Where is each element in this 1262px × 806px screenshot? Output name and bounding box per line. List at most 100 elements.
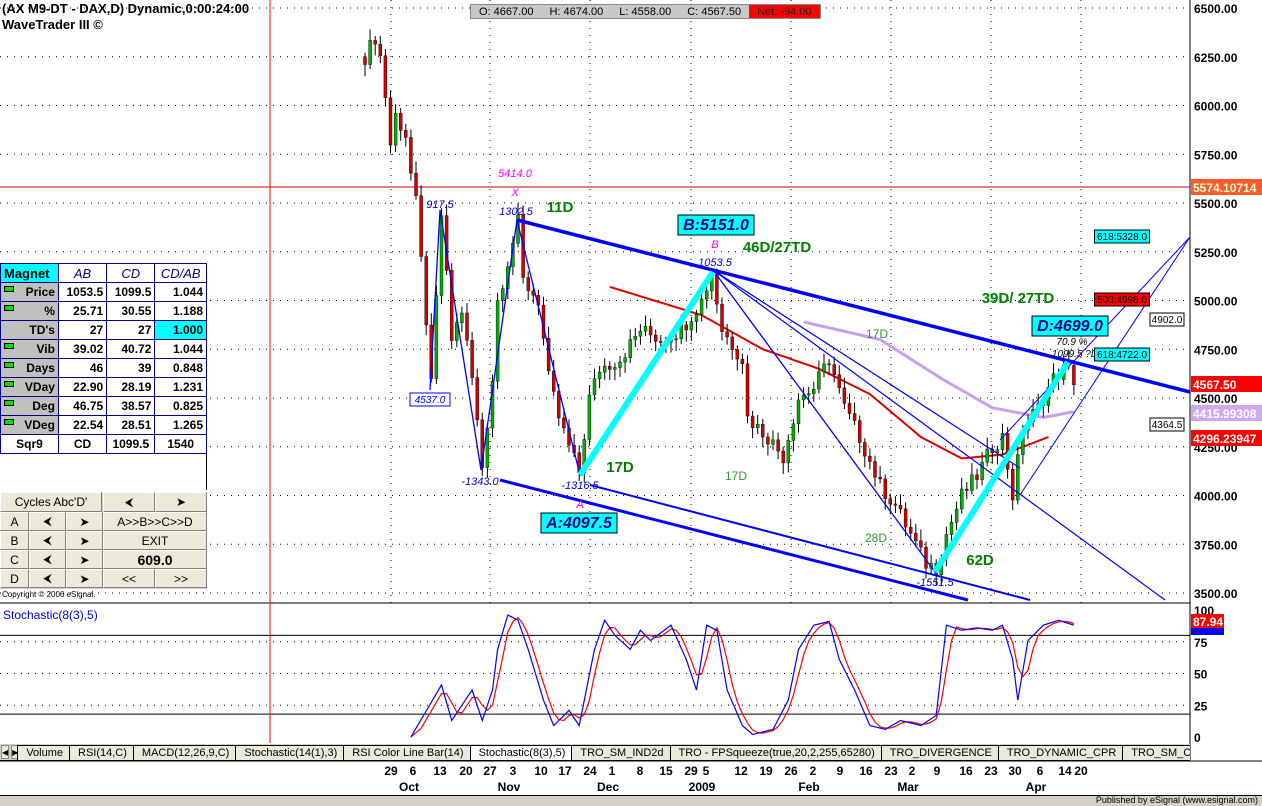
net-change: Net: -94.00 <box>749 5 820 18</box>
tab-study[interactable]: MACD(12,26,9,C) <box>132 745 239 760</box>
toggle-checkbox[interactable] <box>4 343 14 349</box>
tab-study[interactable]: TRO - FPSqueeze(true,20,2,255,65280) <box>669 745 884 760</box>
row-label[interactable]: Days <box>0 358 59 378</box>
cycle-next-button[interactable]: ➤ <box>155 492 207 512</box>
cycle-a-label[interactable]: A <box>0 512 29 531</box>
toggle-checkbox[interactable] <box>4 362 14 368</box>
candle-body <box>858 420 862 443</box>
y-tick-label: 5750.00 <box>1194 148 1238 162</box>
row-label-text: Days <box>26 361 55 375</box>
row-label[interactable]: Price <box>0 282 59 302</box>
cycle-a-right-button[interactable]: ➤ <box>66 512 103 531</box>
cycle-b-left-button[interactable]: ⮜ <box>29 531 66 550</box>
sqr9-cell: Sqr9 <box>0 434 59 454</box>
candle-body <box>603 365 607 373</box>
toggle-checkbox[interactable] <box>4 305 14 311</box>
candle-body <box>954 508 959 523</box>
tab-study[interactable]: TRO_SM_CONTROL <box>1122 745 1190 760</box>
ab-cell: 1053.5 <box>57 282 108 302</box>
tab-study[interactable]: Stochastic(14(1),3) <box>235 745 347 760</box>
cycle-d-right-button[interactable]: ➤ <box>66 569 103 588</box>
row-label-text: Vib <box>36 342 55 356</box>
candle <box>399 108 403 141</box>
candle <box>460 306 464 332</box>
candle <box>990 444 994 464</box>
candle-body <box>501 288 505 301</box>
tab-study[interactable]: RSI(14,C) <box>69 745 136 760</box>
cycles-title-button[interactable]: Cycles Abc'D' <box>0 492 102 512</box>
x-tick-label: 2 <box>810 764 817 778</box>
candle-body <box>756 424 760 428</box>
row-label[interactable]: % <box>0 301 59 321</box>
candle <box>1016 443 1020 505</box>
candle-body <box>909 526 913 534</box>
cycle-a-left-button[interactable]: ⮜ <box>29 512 66 531</box>
x-tick-label: 19 <box>759 764 773 778</box>
stochastic-k-line <box>410 614 1075 738</box>
candle-body <box>1000 433 1005 450</box>
candle-body <box>898 505 903 510</box>
stoch-y-tick-label: 75 <box>1194 636 1208 650</box>
candle-body <box>822 363 826 373</box>
candle <box>674 334 678 351</box>
row-label[interactable]: VDay <box>0 377 59 397</box>
toggle-checkbox[interactable] <box>4 400 14 406</box>
tab-study[interactable]: TRO_DYNAMIC_CPR <box>997 745 1126 760</box>
open-value: O: 4667.00 <box>479 5 534 18</box>
cd-cell: 1099.5 <box>106 282 156 302</box>
candle <box>643 315 648 337</box>
candle <box>363 52 367 77</box>
y-tick-label: 6250.00 <box>1194 51 1238 65</box>
candle-body <box>404 130 408 138</box>
candle-body <box>424 256 428 326</box>
toggle-checkbox[interactable] <box>4 381 14 387</box>
candle <box>837 365 841 394</box>
prev-page-button[interactable]: << <box>103 569 155 588</box>
candle-body <box>495 300 500 382</box>
tab-scroll-left-icon[interactable]: ◀ <box>1 745 10 759</box>
candle-body <box>893 503 898 506</box>
row-label[interactable]: VDeg <box>0 415 59 435</box>
toggle-checkbox[interactable] <box>4 286 14 292</box>
exit-button[interactable]: EXIT <box>103 531 207 550</box>
ratio-cell: 1.265 <box>154 415 207 435</box>
row-label[interactable]: Deg <box>0 396 59 416</box>
x-tick-label: 6 <box>410 764 417 778</box>
candle-body <box>827 363 831 366</box>
cycle-c-right-button[interactable]: ➤ <box>66 550 103 569</box>
cycle-d-left-button[interactable]: ⮜ <box>29 569 66 588</box>
column-header: CD/AB <box>154 263 207 283</box>
y-tick-label: 5000.00 <box>1194 295 1238 309</box>
tab-study[interactable]: RSI Color Line Bar(14) <box>343 745 473 760</box>
cycle-c-label[interactable]: C <box>0 550 29 569</box>
candle-body <box>633 336 637 340</box>
candle <box>633 328 637 347</box>
candle-body <box>393 113 398 146</box>
candle <box>975 468 979 490</box>
cycle-c-left-button[interactable]: ⮜ <box>29 550 66 569</box>
candle <box>970 463 974 495</box>
cycle-b-right-button[interactable]: ➤ <box>66 531 103 550</box>
toggle-checkbox[interactable] <box>4 419 14 425</box>
ratio-cell: 0.848 <box>154 358 207 378</box>
sequence-button[interactable]: A>>B>>C>>D <box>103 512 207 531</box>
next-page-button[interactable]: >> <box>155 569 207 588</box>
tab-study[interactable]: TRO_DIVERGENCE <box>880 745 1001 760</box>
cycle-prev-button[interactable]: ⮜ <box>103 492 155 512</box>
candle <box>1011 463 1015 511</box>
x-tick-label: 10 <box>534 764 548 778</box>
tab-study[interactable]: Stochastic(8(3),5) <box>469 745 575 760</box>
cycle-b-label[interactable]: B <box>0 531 29 550</box>
row-label[interactable]: Vib <box>0 339 59 359</box>
tab-study[interactable]: Volume <box>17 745 73 760</box>
price-badge-text: 4296.23947 <box>1193 432 1257 446</box>
ratio-cell: 1.044 <box>154 282 207 302</box>
candle-body <box>786 440 790 464</box>
tab-study[interactable]: TRO_SM_IND2d <box>571 745 673 760</box>
cycle-d-label[interactable]: D <box>0 569 29 588</box>
x-tick-label: 26 <box>784 764 798 778</box>
candle <box>750 410 755 439</box>
stochastic-title: Stochastic(8(3),5) <box>3 608 98 622</box>
label-box <box>1031 315 1109 337</box>
